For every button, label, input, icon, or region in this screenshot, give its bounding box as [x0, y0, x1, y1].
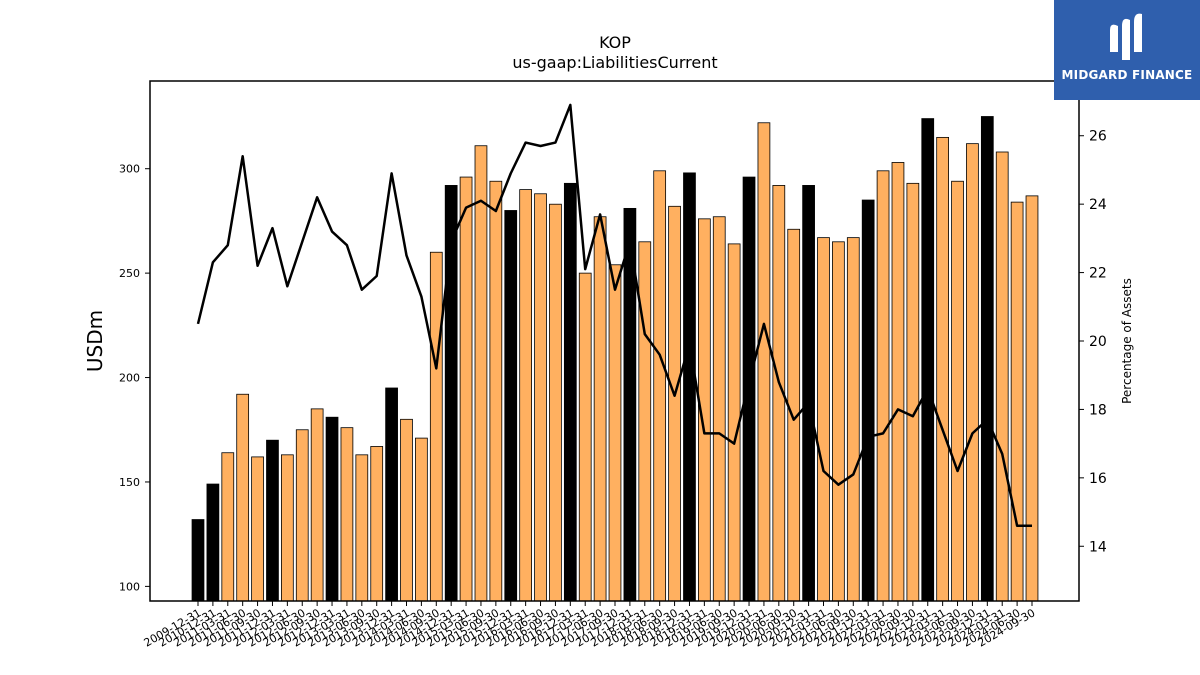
bar [817, 237, 830, 602]
bar [1010, 201, 1024, 602]
bar [221, 452, 235, 602]
bar [921, 118, 935, 602]
bar [459, 176, 473, 602]
chart-title: KOP [599, 33, 631, 52]
y2-tick-label: 20 [1089, 334, 1107, 350]
bar [310, 408, 324, 602]
bar [191, 519, 205, 602]
bar [846, 237, 860, 602]
bar [236, 393, 250, 602]
y2-tick-label: 26 [1089, 129, 1107, 145]
bar [995, 151, 1009, 602]
bar [832, 241, 845, 602]
bar [980, 116, 994, 602]
logo-text: MIDGARD FINANCE [1061, 68, 1193, 82]
bar [325, 416, 339, 602]
bar [489, 180, 503, 602]
y2-tick-label: 18 [1089, 402, 1107, 418]
bar [563, 182, 577, 602]
brand-logo: MIDGARD FINANCE [1054, 0, 1200, 100]
bar [534, 193, 547, 602]
y-axis-label: USDm [83, 310, 107, 372]
bar [266, 439, 279, 602]
chart-subtitle: us-gaap:LiabilitiesCurrent [512, 53, 717, 72]
bar [415, 437, 428, 602]
y-tick-label: 300 [119, 163, 140, 176]
bar [340, 427, 354, 602]
bar [876, 170, 890, 602]
bar [638, 241, 652, 602]
bar [251, 456, 264, 602]
bar [951, 180, 964, 602]
bar [370, 446, 384, 602]
bar [355, 454, 369, 602]
y-tick-label: 150 [119, 476, 140, 489]
bar [906, 182, 920, 602]
y-tick-label: 200 [119, 372, 140, 385]
y2-tick-label: 22 [1089, 266, 1107, 282]
bar [802, 185, 815, 602]
bar [1025, 195, 1039, 602]
bar [474, 145, 488, 602]
y2-tick-label: 16 [1089, 471, 1107, 487]
y-tick-label: 100 [119, 580, 140, 593]
bar [742, 176, 756, 602]
bar [936, 136, 950, 602]
bar [593, 216, 607, 602]
y2-tick-label: 24 [1089, 197, 1107, 213]
bar [683, 172, 696, 602]
bar [712, 216, 726, 602]
bar [400, 418, 413, 602]
y2-axis-label: Percentage of Assets [1120, 278, 1134, 404]
bar [653, 170, 667, 602]
bar [668, 205, 681, 602]
bar [578, 272, 592, 602]
bar [385, 387, 398, 602]
percentage-line [196, 103, 1032, 527]
logo-mark-icon [1110, 13, 1142, 60]
bar [519, 189, 533, 602]
bar [206, 483, 220, 602]
bar [861, 199, 875, 602]
bar [608, 264, 622, 602]
bar [891, 162, 905, 602]
bar [295, 429, 309, 602]
y-tick-label: 250 [119, 267, 140, 280]
bar [966, 143, 979, 602]
y2-tick-label: 14 [1089, 539, 1107, 555]
bar [429, 251, 443, 602]
bar [280, 454, 294, 602]
bar [504, 210, 518, 602]
bar [757, 122, 771, 602]
bar [549, 203, 562, 602]
